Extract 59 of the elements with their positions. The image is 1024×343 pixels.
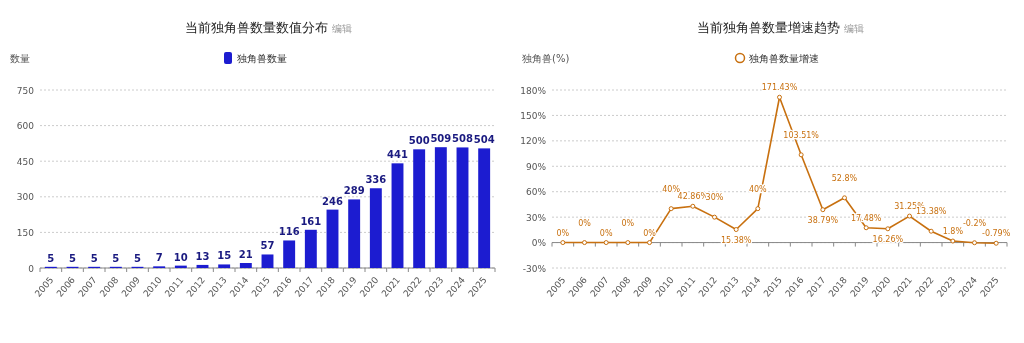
y-tick-label: 180% xyxy=(520,85,547,96)
y-tick-label: 450 xyxy=(16,156,35,167)
y-tick-label: 90% xyxy=(525,161,547,172)
data-label: 0% xyxy=(643,228,657,238)
data-label: 21 xyxy=(238,249,253,261)
data-label: 15.38% xyxy=(720,235,752,245)
data-label: 7 xyxy=(155,252,163,264)
text: 编辑 xyxy=(843,23,864,34)
data-label: -0.79% xyxy=(982,229,1011,239)
y-axis-title: 独角兽(%) xyxy=(522,53,570,64)
data-label: 13.38% xyxy=(915,207,947,217)
y-tick-label: 300 xyxy=(16,192,35,203)
data-label: 5 xyxy=(134,252,142,264)
data-label: 52.8% xyxy=(831,173,858,183)
data-label: 1.8% xyxy=(942,227,964,237)
legend-label: 独角兽数量 xyxy=(237,53,287,64)
data-label: 16.26% xyxy=(872,234,904,244)
data-label: 500 xyxy=(408,135,430,147)
data-label: 161 xyxy=(300,215,322,227)
data-label: 57 xyxy=(260,240,275,252)
data-label: 13 xyxy=(195,250,210,262)
legend-label: 独角兽数量增速 xyxy=(749,53,819,64)
y-tick-label: 750 xyxy=(16,85,35,96)
y-tick-label: 60% xyxy=(525,187,547,198)
data-label: -0.2% xyxy=(962,218,987,228)
y-tick-label: 150 xyxy=(16,227,35,238)
data-label: 289 xyxy=(343,185,365,197)
data-label: 246 xyxy=(322,195,343,207)
y-tick-label: 150% xyxy=(520,110,547,121)
data-label: 40% xyxy=(662,184,681,194)
y-tick-label: 30% xyxy=(525,212,547,223)
y-tick-label: 120% xyxy=(520,136,547,147)
data-label: 171.43% xyxy=(761,83,798,93)
data-label: 116 xyxy=(278,226,300,238)
data-label: 508 xyxy=(452,133,473,145)
data-label: 509 xyxy=(430,133,452,145)
data-label: 0% xyxy=(556,228,570,238)
y-tick-label: 0 xyxy=(28,263,35,274)
data-label: 10 xyxy=(173,251,188,263)
data-label: 336 xyxy=(365,174,387,186)
y-axis-title: 数量 xyxy=(10,53,30,64)
data-label: 5 xyxy=(47,252,55,264)
data-label: 5 xyxy=(90,252,98,264)
data-label: 441 xyxy=(387,149,408,161)
y-tick-label: 0% xyxy=(531,238,547,249)
data-label: 0% xyxy=(578,218,592,228)
data-label: 0% xyxy=(599,228,613,238)
chart-title: 当前独角兽数量增速趋势 xyxy=(696,20,840,35)
data-label: 15 xyxy=(217,250,232,262)
data-label: 5 xyxy=(69,252,77,264)
y-tick-label: 600 xyxy=(16,121,35,132)
data-label: 38.79% xyxy=(807,215,839,225)
chart-title: 当前独角兽数量数值分布 xyxy=(184,20,328,35)
data-label: 504 xyxy=(473,134,495,146)
text: 编辑 xyxy=(331,23,352,34)
data-label: 0% xyxy=(621,218,635,228)
data-label: 5 xyxy=(112,252,120,264)
y-tick-label: -30% xyxy=(522,263,547,274)
data-label: 30% xyxy=(705,193,724,203)
